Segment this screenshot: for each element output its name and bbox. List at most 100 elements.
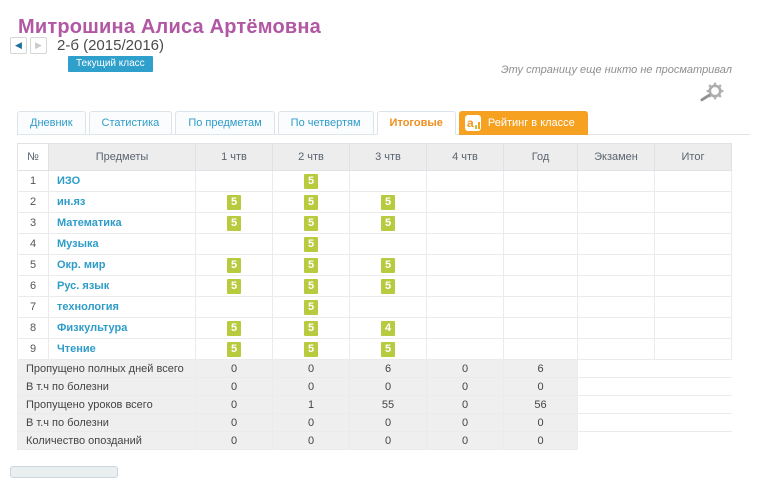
summary-value: 0 xyxy=(272,377,350,396)
grade-cell: 5 xyxy=(195,212,273,234)
grade-badge[interactable]: 5 xyxy=(381,341,395,357)
subject-link[interactable]: Музыка xyxy=(57,238,99,250)
empty-cell xyxy=(577,431,655,450)
grade-badge[interactable]: 5 xyxy=(227,320,241,336)
grade-badge[interactable]: 5 xyxy=(304,320,318,336)
grade-badge[interactable]: 5 xyxy=(304,341,318,357)
summary-value: 0 xyxy=(503,413,578,432)
grade-badge[interactable]: 5 xyxy=(304,194,318,210)
summary-value: 0 xyxy=(349,377,427,396)
grade-badge[interactable]: 5 xyxy=(304,173,318,189)
grade-cell xyxy=(503,338,578,360)
empty-cell xyxy=(654,395,732,414)
grade-badge[interactable]: 5 xyxy=(227,278,241,294)
grade-badge[interactable]: 5 xyxy=(381,278,395,294)
column-header: 4 чтв xyxy=(426,143,504,171)
summary-value: 0 xyxy=(272,431,350,450)
summary-label: Пропущено уроков всего xyxy=(17,395,196,414)
grade-badge[interactable]: 5 xyxy=(227,341,241,357)
grade-cell xyxy=(349,296,427,318)
grade-cell xyxy=(654,212,732,234)
grade-cell xyxy=(503,296,578,318)
grade-cell xyxy=(577,191,655,213)
summary-value: 0 xyxy=(195,395,273,414)
subject-link[interactable]: Рус. язык xyxy=(57,280,110,292)
tab-label: Итоговые xyxy=(389,117,443,129)
grade-cell xyxy=(426,254,504,276)
grade-badge[interactable]: 5 xyxy=(381,194,395,210)
summary-row: Пропущено полных дней всего 0 0 6 0 6 xyxy=(17,359,732,378)
summary-value: 56 xyxy=(503,395,578,414)
grade-badge[interactable]: 5 xyxy=(304,257,318,273)
table-row: 9 Чтение 5 5 5 xyxy=(17,338,732,360)
grade-badge[interactable]: 5 xyxy=(227,257,241,273)
row-number: 3 xyxy=(17,212,49,234)
logo-bar xyxy=(477,122,480,129)
prev-class-button[interactable]: ◀ xyxy=(10,37,27,54)
grade-badge[interactable]: 5 xyxy=(304,236,318,252)
summary-value: 0 xyxy=(349,413,427,432)
subject-link[interactable]: Физкультура xyxy=(57,322,128,334)
grade-cell xyxy=(503,275,578,297)
grade-badge[interactable]: 5 xyxy=(381,257,395,273)
grade-cell: 4 xyxy=(349,317,427,339)
subject-link[interactable]: ИЗО xyxy=(57,175,81,187)
row-number: 2 xyxy=(17,191,49,213)
subject-link[interactable]: ин.яз xyxy=(57,196,86,208)
tab-by-subjects[interactable]: По предметам xyxy=(175,111,275,135)
logo-letter: a xyxy=(467,116,474,130)
page-title: Митрошина Алиса Артёмовна xyxy=(18,16,321,39)
next-class-button[interactable]: ▶ xyxy=(30,37,47,54)
summary-value: 6 xyxy=(503,359,578,378)
empty-cell xyxy=(654,431,732,450)
row-number: 7 xyxy=(17,296,49,318)
views-gear-icon[interactable] xyxy=(699,80,727,104)
subject-link[interactable]: технология xyxy=(57,301,119,313)
subject-cell: Музыка xyxy=(48,233,196,255)
table-header: № Предметы 1 чтв 2 чтв 3 чтв 4 чтв Год Э… xyxy=(17,143,732,171)
subject-link[interactable]: Математика xyxy=(57,217,122,229)
row-number: 5 xyxy=(17,254,49,276)
grade-badge[interactable]: 5 xyxy=(227,215,241,231)
grade-badge[interactable]: 5 xyxy=(304,215,318,231)
grade-badge[interactable]: 5 xyxy=(304,278,318,294)
column-header: 1 чтв xyxy=(195,143,273,171)
grade-cell xyxy=(577,275,655,297)
summary-value: 0 xyxy=(349,431,427,450)
tab-class-rating[interactable]: a Рейтинг в классе xyxy=(458,111,588,135)
grade-cell xyxy=(654,317,732,339)
grade-cell xyxy=(503,191,578,213)
tab-diary[interactable]: Дневник xyxy=(17,111,86,135)
table-row: 8 Физкультура 5 5 4 xyxy=(17,317,732,339)
subject-link[interactable]: Окр. мир xyxy=(57,259,106,271)
tab-final-grades[interactable]: Итоговые xyxy=(376,111,456,135)
grade-cell xyxy=(503,317,578,339)
grade-badge[interactable]: 5 xyxy=(304,299,318,315)
summary-value: 0 xyxy=(195,377,273,396)
current-class-badge: Текущий класс xyxy=(68,56,153,72)
grade-cell: 5 xyxy=(349,338,427,360)
grade-cell: 5 xyxy=(195,317,273,339)
bottom-cutoff-button[interactable] xyxy=(10,466,118,478)
tab-by-quarters[interactable]: По четвертям xyxy=(277,111,374,135)
table-row: 2 ин.яз 5 5 5 xyxy=(17,191,732,213)
subject-link[interactable]: Чтение xyxy=(57,343,96,355)
grade-badge[interactable]: 5 xyxy=(227,194,241,210)
summary-value: 0 xyxy=(195,359,273,378)
summary-row: Количество опозданий 0 0 0 0 0 xyxy=(17,431,732,450)
empty-cell xyxy=(577,359,655,378)
grade-cell xyxy=(426,296,504,318)
grade-cell: 5 xyxy=(349,191,427,213)
logo-bar xyxy=(474,125,477,129)
summary-value: 55 xyxy=(349,395,427,414)
summary-value: 6 xyxy=(349,359,427,378)
summary-row: В т.ч по болезни 0 0 0 0 0 xyxy=(17,377,732,396)
row-number: 9 xyxy=(17,338,49,360)
subject-cell: Чтение xyxy=(48,338,196,360)
summary-row: В т.ч по болезни 0 0 0 0 0 xyxy=(17,413,732,432)
grade-cell xyxy=(195,233,273,255)
grade-cell xyxy=(654,296,732,318)
tab-statistics[interactable]: Статистика xyxy=(88,111,173,135)
grade-badge[interactable]: 4 xyxy=(381,320,395,336)
grade-badge[interactable]: 5 xyxy=(381,215,395,231)
